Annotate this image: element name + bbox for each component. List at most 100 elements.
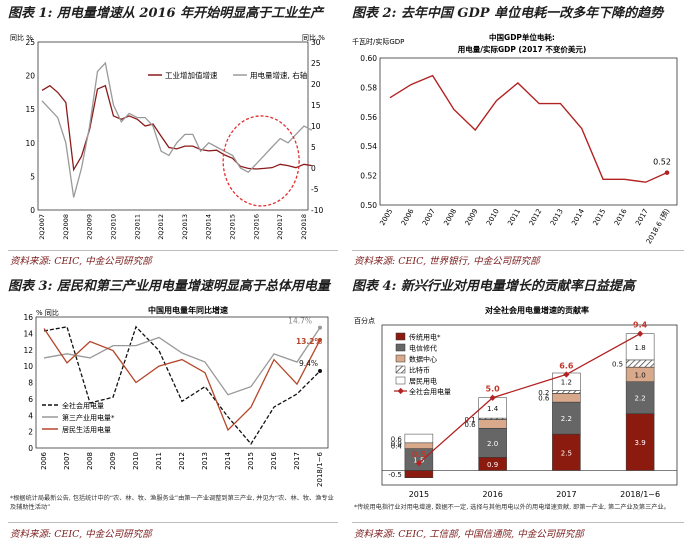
fig2-series-line <box>389 74 668 183</box>
fig1-title: 图表 1: 用电量增速从 2016 年开始明显高于工业生产 <box>8 6 324 21</box>
fig4-legend-total-marker <box>397 387 404 395</box>
fig4-legend-swatch <box>395 354 406 363</box>
fig1-x-tick: 2Q2007 <box>38 214 46 240</box>
fig4-bar-segment <box>552 390 581 394</box>
fig4-segment-label: 1.8 <box>635 344 646 352</box>
fig1-right-tick: -10 <box>311 206 323 215</box>
fig4-segment-label: 0.9 <box>487 461 498 469</box>
fig4-segment-label: 0.5 <box>612 361 623 369</box>
fig3-legend-label: 第三产业用电量* <box>62 413 115 422</box>
fig4-bar-segment <box>552 433 581 471</box>
fig2-x-tick: 2016 <box>613 207 629 227</box>
fig4-rule <box>352 522 684 523</box>
fig4-bar-segment <box>404 470 434 478</box>
fig1-x-tick: 2Q2014 <box>205 214 213 240</box>
fig3-y-tick: 8 <box>28 379 33 388</box>
fig2-x-tick: 2007 <box>421 208 437 227</box>
fig2-y-tick: 0.58 <box>360 83 377 92</box>
fig4-legend-swatch <box>395 376 406 385</box>
fig4-segment-label: 0.1 <box>464 416 475 424</box>
fig1-left-tick: 25 <box>25 38 35 47</box>
fig1-x-tick: 2Q2016 <box>252 214 260 240</box>
fig4-plot-frame <box>381 324 678 486</box>
fig3-chart: % 同比 中国用电量年同比增速 0 2 4 6 8 10 12 14 16 2006 2007 2008 2… <box>23 305 329 487</box>
fig1-right-tick: 5 <box>311 143 316 152</box>
fig3-x-tick: 2018/1~6 <box>316 451 324 486</box>
fig4-segment-label: 1.4 <box>487 405 499 413</box>
fig4-bar-segment <box>625 359 655 368</box>
fig4-segment-label: 2.2 <box>561 415 572 423</box>
fig4-bar-segment <box>625 381 655 414</box>
fig3-series-2-line <box>43 327 321 396</box>
fig4-segment-label: 0.0 <box>391 440 402 448</box>
fig1-right-tick: 25 <box>311 59 321 68</box>
fig2-end-point <box>664 170 670 175</box>
fig3-y-tick: 0 <box>28 444 33 453</box>
fig3-rule <box>8 522 338 523</box>
fig2-plot-frame <box>379 57 678 206</box>
fig1-right-tick: 10 <box>311 122 321 131</box>
fig3-legend-label: 居民生活用电量 <box>62 425 111 434</box>
fig2-chart: 千瓦时/实际GDP 中国GDP单位电耗: 用电量/实际GDP (2017 不变价美元… <box>352 32 678 245</box>
fig4-bar-segment <box>478 419 507 429</box>
fig3-x-tick: 2011 <box>155 452 163 470</box>
fig1-right-tick: 0 <box>311 164 316 173</box>
fig2-y-tick: 0.60 <box>360 54 377 63</box>
fig3-x-tick: 2017 <box>293 452 301 470</box>
fig1-right-tick: 20 <box>311 80 321 89</box>
fig4-source: 资料来源: CEIC, 工信部, 中国信通院, 中金公司研究部 <box>354 529 584 540</box>
fig1-x-tick: 2Q2018 <box>300 214 308 240</box>
fig4-title: 图表 4: 新兴行业对用电量增长的贡献率日益提高 <box>352 279 635 294</box>
fig4-bar-segment <box>552 401 581 435</box>
fig4-bar-segment <box>625 413 655 471</box>
fig4-total-label: 6.6 <box>559 361 574 370</box>
fig3-series-1-line <box>43 325 321 446</box>
fig2-y-label: 千瓦时/实际GDP <box>352 37 404 46</box>
fig3-title: 图表 3: 居民和第三产业用电量增速明显高于总体用电量 <box>8 279 330 294</box>
fig2-x-tick: 2009 <box>464 208 480 227</box>
fig1-right-tick: 15 <box>311 101 321 110</box>
fig3-x-tick: 2014 <box>224 451 232 469</box>
fig2-title: 图表 2: 去年中国 GDP 单位电耗一改多年下降的趋势 <box>352 6 664 21</box>
fig3-end-label: 14.7% <box>288 317 312 326</box>
fig4-legend-total-label: 全社会用电量 <box>409 387 451 396</box>
fig4-legend-label: 比特币 <box>409 366 430 375</box>
fig1-legend-label: 工业增加值增速 <box>165 70 218 80</box>
fig1-series-1-line <box>41 84 312 172</box>
fig1-source: 资料来源: CEIC, 中金公司研究部 <box>10 256 152 267</box>
fig2-y-tick: 0.54 <box>360 142 377 151</box>
fig1-right-unit: 同比 % <box>302 33 325 42</box>
fig1-x-tick: 2Q2012 <box>157 214 165 240</box>
fig4-legend-swatch <box>395 365 406 374</box>
fig4-legend-label: 电信修代 <box>409 344 437 353</box>
fig4-legend-label: 居民用电 <box>409 377 437 386</box>
fig4-segment-label: 2.5 <box>561 449 572 457</box>
fig4-segment-label: 2.0 <box>487 440 498 448</box>
fig1-highlight-ellipse <box>222 115 300 207</box>
fig4-legend-label: 传统用电* <box>409 333 441 342</box>
fig4-total-label: 5.0 <box>486 385 501 394</box>
fig3-y-tick: 12 <box>23 346 33 355</box>
fig3-x-tick: 2008 <box>86 452 94 470</box>
fig1-left-tick: 5 <box>30 172 35 181</box>
fig3-x-tick: 2006 <box>40 451 48 469</box>
fig4-segment-label: 0.6 <box>538 395 550 403</box>
fig1-series-2-line <box>41 61 313 198</box>
fig1-x-tick: 2Q2013 <box>181 214 189 240</box>
fig1-left-unit: 同比 % <box>10 33 33 42</box>
fig4-x-tick: 2017 <box>556 490 576 499</box>
fig4-x-tick: 2016 <box>482 490 502 499</box>
fig2-y-tick: 0.52 <box>360 172 377 181</box>
fig4-total-line <box>418 333 641 464</box>
fig4-x-tick: 2015 <box>409 490 429 499</box>
fig4-bar-segment <box>404 433 434 444</box>
fig3-footnote: *根据统计局最新公告, 包括统计中的“农、林、牧、渔服务业”由第一产业调整到第三… <box>10 495 334 511</box>
fig1-left-tick: 15 <box>25 105 35 114</box>
fig4-legend-swatch <box>395 343 406 352</box>
fig3-y-tick: 2 <box>28 428 33 437</box>
fig1-legend-label: 用电量增速, 右轴 <box>250 70 307 80</box>
fig3-legend-label: 全社会用电量 <box>62 401 104 410</box>
fig3-series-2-end-point <box>318 325 322 330</box>
fig3-end-label: 9.4% <box>299 359 318 368</box>
fig2-x-tick: 2005 <box>378 208 394 227</box>
